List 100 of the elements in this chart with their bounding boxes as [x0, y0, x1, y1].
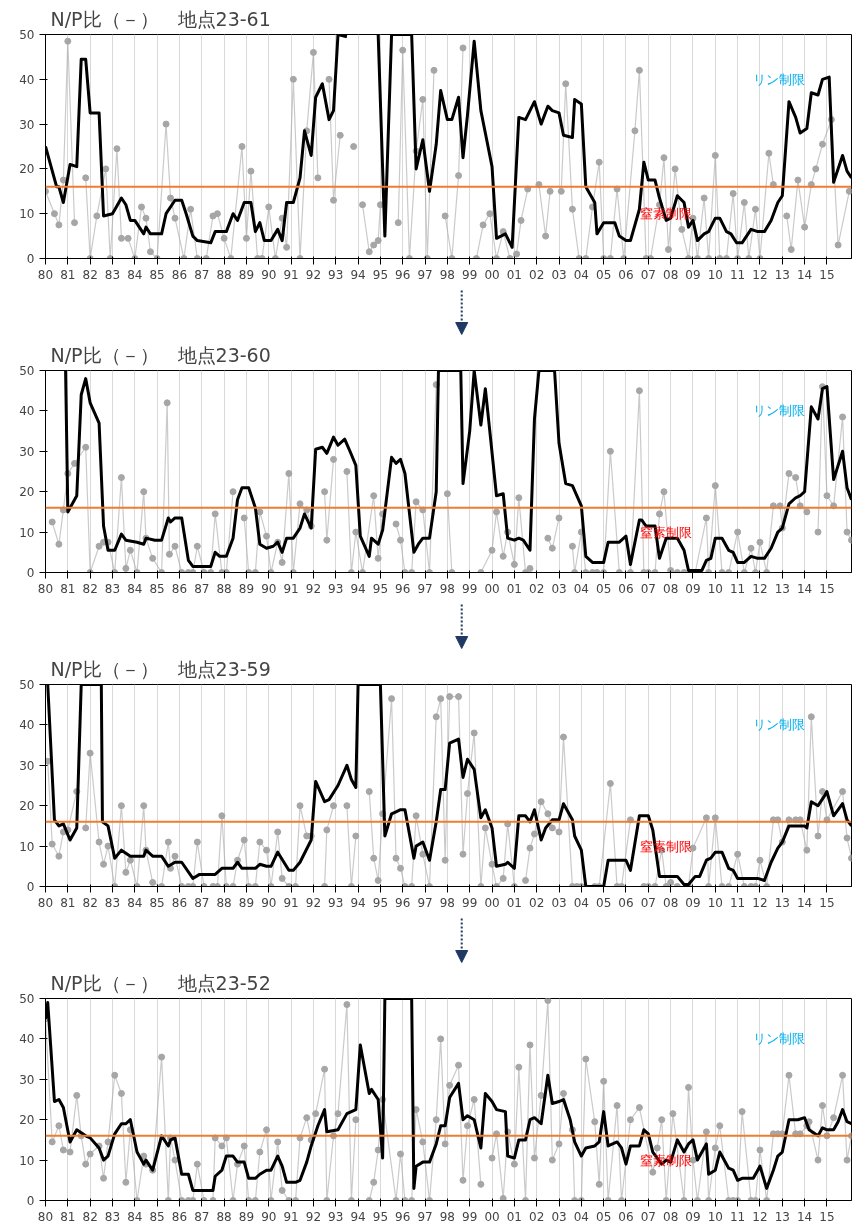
x-tick-label: 85 — [149, 267, 165, 282]
x-tick-label: 15 — [819, 267, 835, 282]
x-tick-label: 06 — [618, 581, 634, 596]
x-tick-label: 85 — [149, 581, 165, 596]
x-tick-label: 90 — [261, 581, 277, 596]
x-tick-label: 10 — [707, 581, 723, 596]
x-tick-label: 14 — [796, 895, 813, 910]
x-tick-label: 96 — [395, 581, 411, 596]
annotation: リン制限 — [752, 403, 805, 419]
x-tick-label: 88 — [216, 581, 232, 596]
x-tick-label: 12 — [752, 895, 768, 910]
x-tick-label: 92 — [305, 895, 322, 910]
x-tick-label: 81 — [60, 1209, 76, 1224]
x-tick-label: 94 — [350, 267, 366, 282]
x-tick-label: 90 — [261, 1209, 277, 1224]
x-tick-label: 96 — [395, 1209, 411, 1224]
x-tick-label: 84 — [127, 895, 143, 910]
x-tick-label: 92 — [305, 581, 322, 596]
x-tick-label: 10 — [707, 1209, 723, 1224]
y-tick-label: 40 — [19, 72, 35, 87]
x-tick-label: 08 — [663, 581, 679, 596]
x-tick-label: 93 — [328, 581, 344, 596]
x-tick-label: 00 — [484, 1209, 500, 1224]
x-tick-label: 86 — [171, 581, 188, 596]
y-tick-label: 40 — [19, 404, 35, 419]
x-tick-label: 03 — [551, 581, 567, 596]
x-tick-label: 94 — [350, 581, 366, 596]
annotation: リン制限 — [752, 717, 805, 733]
y-tick-label: 30 — [19, 1072, 35, 1087]
annotation: リン制限 — [752, 1031, 805, 1047]
x-tick-label: 13 — [774, 581, 790, 596]
chart-title: N/P比（－） 地点23-59 — [50, 657, 271, 680]
x-tick-label: 81 — [60, 581, 76, 596]
x-tick-label: 03 — [551, 895, 567, 910]
x-tick-label: 04 — [573, 267, 589, 282]
y-tick-label: 10 — [19, 1153, 35, 1168]
x-tick-label: 01 — [506, 581, 523, 596]
y-tick-label: 10 — [19, 525, 35, 540]
x-tick-label: 83 — [104, 895, 121, 910]
y-tick-label: 30 — [19, 758, 35, 773]
x-tick-label: 13 — [774, 895, 790, 910]
x-tick-label: 01 — [506, 267, 523, 282]
y-tick-label: 20 — [19, 162, 35, 177]
y-tick-label: 10 — [19, 207, 35, 222]
y-tick-label: 10 — [19, 839, 35, 854]
x-tick-label: 97 — [417, 895, 433, 910]
x-tick-label: 96 — [395, 895, 411, 910]
x-tick-label: 80 — [37, 581, 54, 596]
x-tick-label: 01 — [506, 1209, 523, 1224]
x-tick-label: 88 — [216, 1209, 232, 1224]
x-tick-label: 87 — [194, 895, 210, 910]
x-tick-label: 05 — [596, 581, 612, 596]
x-tick-label: 12 — [752, 1209, 768, 1224]
x-tick-label: 10 — [707, 895, 723, 910]
x-tick-label: 13 — [774, 267, 790, 282]
x-tick-label: 07 — [640, 895, 656, 910]
x-tick-label: 11 — [730, 267, 746, 282]
y-tick-label: 0 — [26, 880, 35, 894]
x-tick-label: 84 — [127, 267, 143, 282]
x-tick-label: 84 — [127, 581, 143, 596]
y-tick-label: 0 — [26, 1194, 35, 1208]
x-tick-label: 02 — [529, 895, 545, 910]
y-tick-label: 40 — [19, 1032, 35, 1047]
y-tick-label: 40 — [19, 718, 35, 733]
x-tick-label: 87 — [194, 1209, 210, 1224]
x-tick-label: 82 — [82, 895, 98, 910]
x-tick-label: 08 — [663, 895, 679, 910]
x-tick-label: 00 — [484, 267, 500, 282]
y-tick-label: 20 — [19, 485, 35, 500]
annotation: リン制限 — [752, 71, 805, 87]
y-tick-label: 20 — [19, 799, 35, 814]
x-tick-label: 95 — [372, 895, 389, 910]
x-tick-label: 00 — [484, 895, 500, 910]
y-tick-label: 0 — [26, 252, 35, 266]
x-tick-label: 82 — [82, 1209, 98, 1224]
x-tick-label: 90 — [261, 267, 277, 282]
x-tick-label: 93 — [328, 267, 344, 282]
x-tick-label: 96 — [395, 267, 411, 282]
y-tick-label: 20 — [19, 1113, 35, 1128]
x-tick-label: 09 — [685, 895, 701, 910]
x-tick-label: 01 — [506, 895, 523, 910]
x-tick-label: 97 — [417, 1209, 433, 1224]
x-tick-label: 90 — [261, 895, 277, 910]
x-tick-label: 15 — [819, 895, 835, 910]
x-tick-label: 11 — [730, 1209, 746, 1224]
chart-title: N/P比（－） 地点23-61 — [50, 7, 271, 30]
x-tick-label: 99 — [462, 267, 478, 282]
x-tick-label: 06 — [618, 267, 634, 282]
x-tick-label: 92 — [305, 1209, 322, 1224]
x-tick-label: 11 — [730, 895, 746, 910]
x-tick-label: 14 — [796, 1209, 813, 1224]
chart-title: N/P比（－） 地点23-52 — [50, 971, 271, 994]
x-tick-label: 89 — [238, 895, 255, 910]
x-tick-label: 81 — [60, 895, 76, 910]
x-tick-label: 92 — [305, 267, 322, 282]
x-tick-label: 87 — [194, 581, 210, 596]
y-tick-label: 0 — [26, 566, 35, 580]
x-tick-label: 10 — [707, 267, 723, 282]
chart-title: N/P比（－） 地点23-60 — [50, 343, 271, 366]
x-tick-label: 08 — [663, 267, 679, 282]
